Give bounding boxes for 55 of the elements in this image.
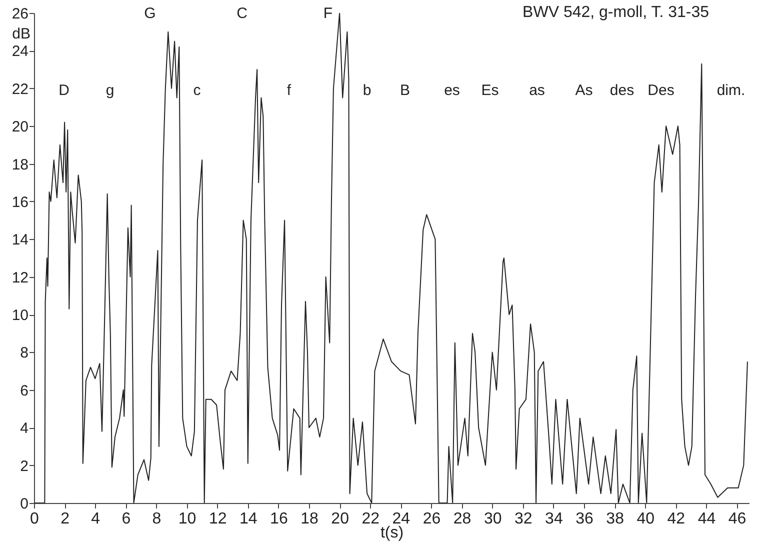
annotation: C bbox=[236, 5, 248, 22]
y-tick-label: 18 bbox=[12, 156, 28, 174]
x-tick-label: 20 bbox=[331, 510, 350, 528]
x-tick-label: 16 bbox=[270, 510, 288, 528]
annotation: b bbox=[362, 82, 372, 99]
x-tick-label: 8 bbox=[152, 510, 162, 528]
x-tick-label: 4 bbox=[91, 510, 100, 528]
x-tick-label: 42 bbox=[667, 510, 686, 528]
y-tick-label: 12 bbox=[12, 269, 28, 286]
annotation: B bbox=[400, 82, 410, 99]
x-tick-label: 38 bbox=[606, 510, 624, 528]
y-axis-title: dB bbox=[12, 26, 30, 42]
x-tick-label: 30 bbox=[484, 510, 502, 528]
x-tick-label: 28 bbox=[453, 510, 472, 528]
annotation: des bbox=[610, 82, 634, 99]
y-tick-label: 26 bbox=[12, 6, 28, 22]
annotation: As bbox=[575, 82, 593, 99]
y-tick-label: 0 bbox=[20, 496, 28, 512]
x-tick-label: 40 bbox=[636, 510, 655, 528]
chart-title: BWV 542, g-moll, T. 31-35 bbox=[522, 4, 710, 21]
annotation: f bbox=[286, 82, 292, 99]
x-tick-label: 26 bbox=[422, 510, 441, 528]
y-tick-label: 16 bbox=[12, 194, 28, 211]
x-tick-label: 32 bbox=[514, 510, 532, 528]
x-tick-label: 22 bbox=[362, 510, 380, 528]
y-tick-label: 20 bbox=[12, 118, 28, 136]
x-tick-label: 34 bbox=[545, 510, 563, 528]
y-tick-label: 10 bbox=[12, 307, 28, 324]
x-axis-title: t(s) bbox=[380, 524, 404, 542]
y-tick-label: 6 bbox=[20, 382, 28, 400]
annotation: Es bbox=[481, 82, 499, 99]
y-tick-label: 14 bbox=[12, 232, 28, 249]
annotation: es bbox=[444, 82, 460, 99]
x-tick-label: 6 bbox=[122, 510, 131, 528]
annotation: F bbox=[323, 5, 333, 22]
y-tick-label: 4 bbox=[20, 420, 28, 438]
annotation: dim. bbox=[716, 82, 746, 99]
x-tick-label: 18 bbox=[300, 510, 318, 528]
x-tick-label: 46 bbox=[728, 510, 746, 528]
y-tick-label: 8 bbox=[20, 344, 28, 362]
annotation: Des bbox=[648, 82, 674, 99]
annotation: c bbox=[193, 82, 202, 99]
x-tick-label: 10 bbox=[178, 510, 196, 528]
annotation: as bbox=[529, 82, 545, 99]
x-tick-label: 36 bbox=[576, 510, 594, 528]
annotation: G bbox=[144, 5, 156, 22]
y-tick-label: 22 bbox=[12, 80, 28, 98]
x-tick-label: 14 bbox=[239, 510, 258, 528]
x-tick-label: 12 bbox=[208, 510, 227, 528]
y-tick-label: 24 bbox=[12, 43, 28, 60]
y-tick-label: 2 bbox=[20, 458, 28, 475]
x-tick-label: 44 bbox=[698, 510, 716, 528]
annotation: D bbox=[58, 82, 70, 99]
annotation: g bbox=[106, 82, 114, 99]
x-tick-label: 2 bbox=[60, 510, 70, 528]
